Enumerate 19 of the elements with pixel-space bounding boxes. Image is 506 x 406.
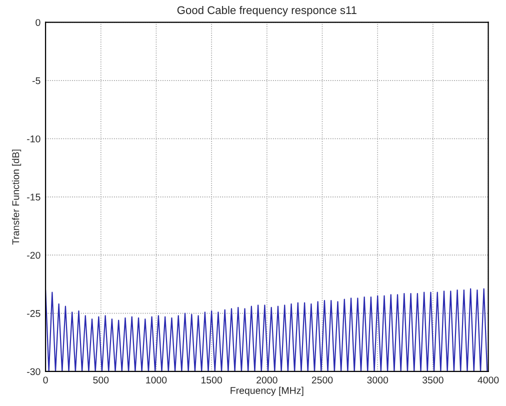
x-tick-label: 3000 — [367, 376, 388, 384]
y-tick-label: -20 — [27, 252, 40, 259]
y-axis-title: Transfer Function [dB] — [12, 150, 22, 245]
x-tick-label: 0 — [43, 376, 48, 384]
y-tick-label: -30 — [27, 368, 40, 376]
x-tick-label: 500 — [93, 376, 109, 384]
x-tick-label: 1500 — [202, 376, 222, 384]
y-tick-label: -25 — [27, 310, 40, 317]
y-tick-label: -5 — [32, 77, 40, 84]
y-tick-label: -10 — [27, 135, 40, 142]
y-tick-label: 0 — [36, 19, 40, 26]
x-tick-label: 4000 — [478, 376, 499, 384]
y-tick-label: -15 — [27, 194, 40, 201]
x-tick-label: 2000 — [256, 376, 278, 384]
chart-title: Good Cable frequency responce s11 — [177, 6, 356, 16]
x-tick-label: 2500 — [312, 376, 333, 384]
x-tick-label: 3500 — [422, 376, 444, 384]
x-tick-label: 1000 — [146, 376, 167, 384]
x-axis-title: Frequency [MHz] — [230, 386, 304, 396]
